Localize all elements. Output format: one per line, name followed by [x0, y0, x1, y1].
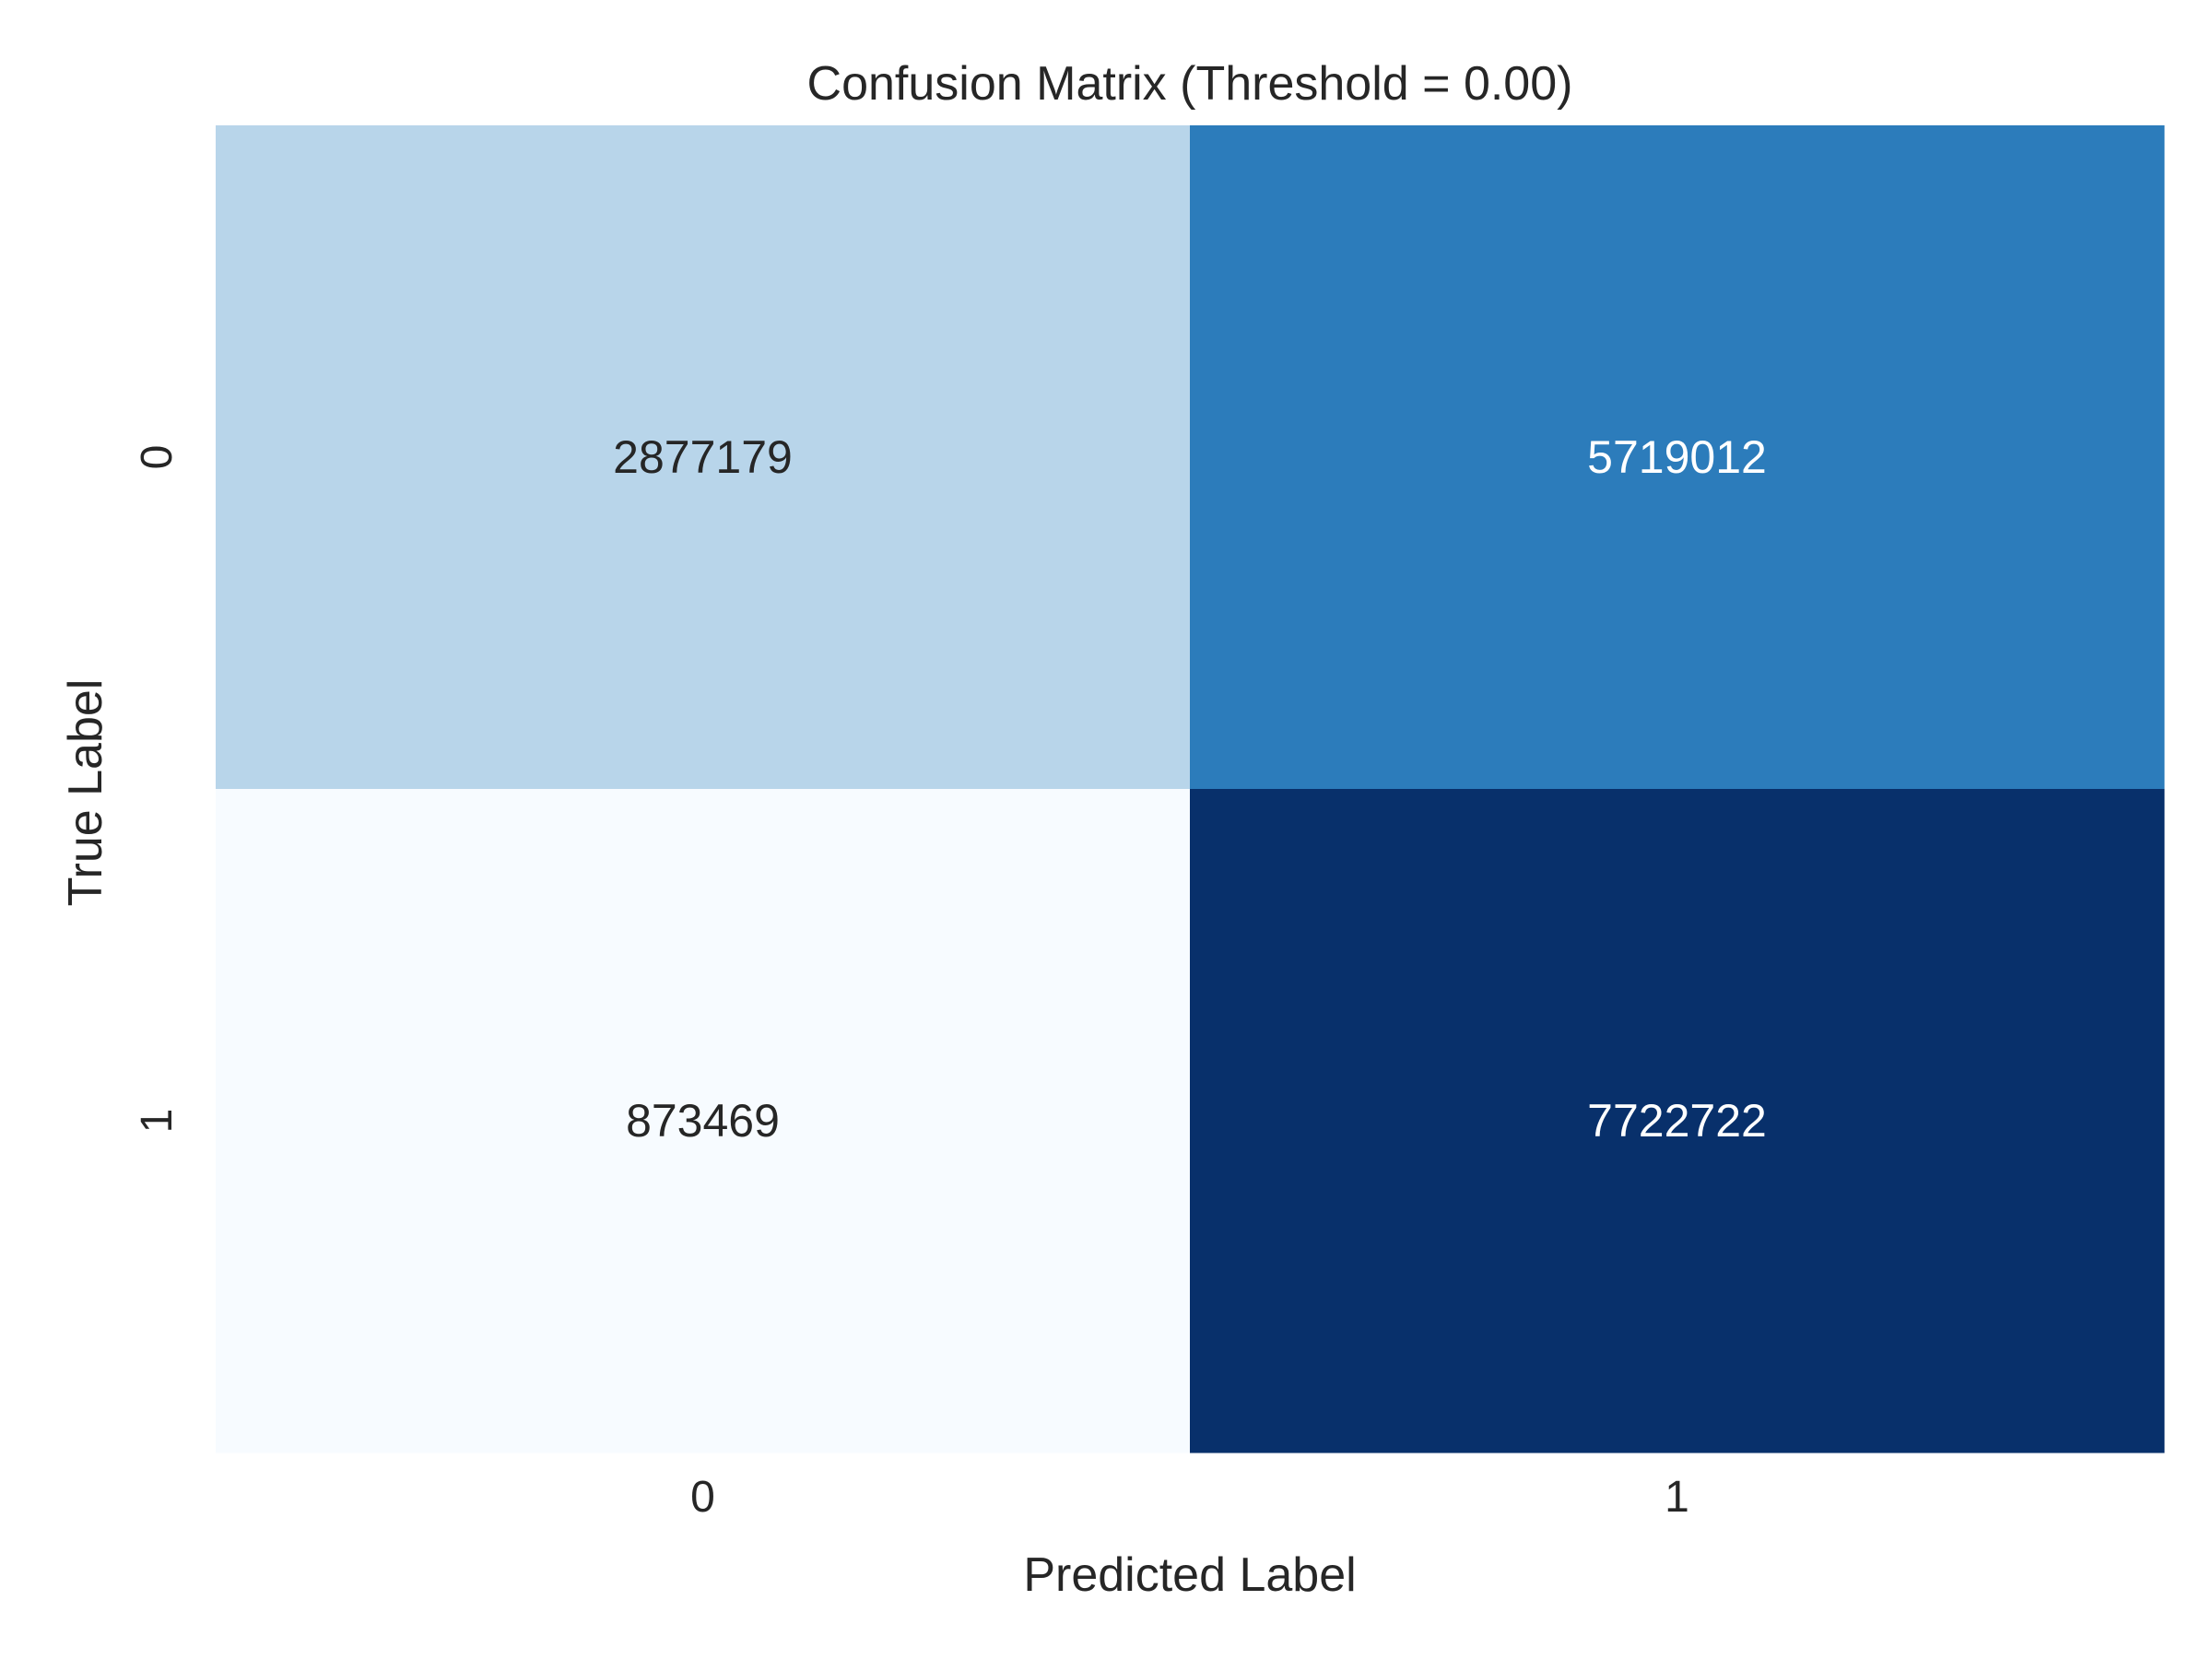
- x-axis-label: Predicted Label: [1023, 1548, 1356, 1602]
- cell-value-r1-c1: 7722722: [1587, 1095, 1767, 1147]
- y-axis-label: True Label: [59, 679, 112, 907]
- cell-value-r1-c0: 873469: [626, 1095, 780, 1147]
- x-tick-label-0: 0: [690, 1473, 715, 1522]
- heatmap-cell-r1-c0: [216, 789, 1191, 1453]
- cell-value-r0-c0: 2877179: [613, 431, 793, 483]
- y-tick-label-1: 1: [133, 1109, 182, 1134]
- x-tick-label-1: 1: [1665, 1473, 1689, 1522]
- y-tick-labels: 01: [133, 445, 182, 1134]
- cell-value-r0-c1: 5719012: [1587, 431, 1767, 483]
- heatmap-cell-labels: 2877179 5719012 873469 7722722: [613, 431, 1767, 1147]
- heatmap-cell-r0-c0: [216, 125, 1191, 790]
- y-tick-label-0: 0: [133, 445, 182, 470]
- heatmap-cell-r0-c1: [1190, 125, 2165, 790]
- heatmap-cell-r1-c1: [1190, 789, 2165, 1453]
- chart-title: Confusion Matrix (Threshold = 0.00): [807, 57, 1573, 111]
- heatmap-cells: [216, 125, 2165, 1453]
